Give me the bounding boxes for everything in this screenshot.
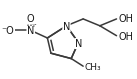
Text: N: N xyxy=(63,22,70,32)
Text: O: O xyxy=(27,14,35,24)
Text: +: + xyxy=(31,22,37,28)
Text: OH: OH xyxy=(119,14,134,24)
Text: OH: OH xyxy=(119,32,134,42)
Text: N: N xyxy=(27,26,34,36)
Text: N: N xyxy=(75,39,82,49)
Text: CH₃: CH₃ xyxy=(84,63,101,72)
Text: ⁻O: ⁻O xyxy=(1,26,14,36)
